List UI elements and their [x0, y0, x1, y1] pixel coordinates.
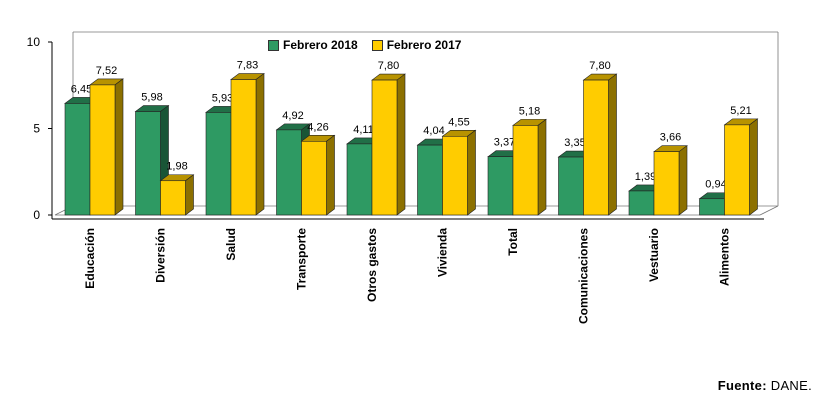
data-label: 6,45	[71, 83, 92, 95]
data-label: 0,94	[705, 179, 726, 191]
data-label: 4,26	[307, 121, 328, 133]
data-label: 4,11	[353, 124, 374, 136]
x-tick-label: Transporte	[295, 228, 309, 290]
data-label: 5,21	[730, 105, 751, 117]
data-label: 5,98	[141, 92, 162, 104]
x-tick-label: Vestuario	[647, 228, 661, 282]
data-label: 3,35	[564, 137, 585, 149]
data-label: 5,93	[212, 92, 233, 104]
source-note: Fuente: DANE.	[718, 378, 812, 393]
data-label: 3,37	[494, 137, 515, 149]
bar	[300, 134, 336, 216]
x-tick-label: Total	[506, 228, 520, 256]
y-tick-label: 5	[33, 122, 40, 136]
bar-chart: 0 5 10 6,45 7,52 5,98 1,98 5,93 7,83 4,92 4,26 4,1…	[27, 31, 779, 324]
data-label: 5,18	[519, 105, 540, 117]
legend-label-series-1: Febrero 2018	[283, 38, 358, 52]
x-tick-label: Otros gastos	[365, 228, 379, 302]
data-label: 3,66	[660, 132, 681, 144]
data-label: 4,04	[423, 125, 444, 137]
legend-swatch-series-1	[268, 39, 279, 51]
legend-label-series-2: Febrero 2017	[386, 38, 462, 52]
bars: 6,45 7,52 5,98 1,98 5,93 7,83 4,92 4,26 4,11 7,80…	[64, 60, 759, 216]
x-tick-label: Diversión	[154, 228, 168, 283]
legend-item-series-1: Febrero 2018	[268, 38, 358, 52]
y-tick-label: 10	[27, 35, 41, 49]
source-text: DANE.	[770, 378, 812, 393]
bar	[723, 118, 759, 216]
bar	[159, 174, 195, 216]
legend-swatch-series-2	[371, 39, 383, 51]
bar	[371, 73, 406, 216]
x-tick-label: Alimentos	[718, 228, 732, 286]
bar	[230, 72, 265, 216]
legend-item-series-2: Febrero 2017	[371, 38, 462, 52]
data-label: 4,55	[448, 116, 469, 128]
data-label: 1,98	[166, 161, 187, 173]
legend: Febrero 2018 Febrero 2017	[268, 38, 469, 52]
data-label: 7,83	[237, 60, 258, 72]
y-tick-label: 0	[33, 208, 40, 222]
x-axis-labels: Educación Diversión Salud Transporte Otros g…	[83, 228, 732, 324]
y-axis: 0 5 10	[27, 35, 764, 222]
bar	[582, 73, 618, 216]
data-label: 7,80	[378, 60, 399, 72]
data-label: 7,52	[96, 65, 117, 77]
bar	[441, 129, 477, 216]
data-label: 4,92	[282, 110, 303, 122]
data-label: 1,39	[635, 171, 656, 183]
data-label: 7,80	[589, 60, 610, 72]
bar	[653, 145, 688, 216]
x-tick-label: Salud	[224, 228, 238, 261]
x-tick-label: Educación	[83, 228, 97, 289]
source-label: Fuente:	[717, 378, 767, 393]
x-tick-label: Comunicaciones	[577, 228, 591, 324]
x-tick-label: Vivienda	[436, 228, 450, 277]
bar	[89, 78, 124, 216]
bar	[512, 118, 547, 216]
